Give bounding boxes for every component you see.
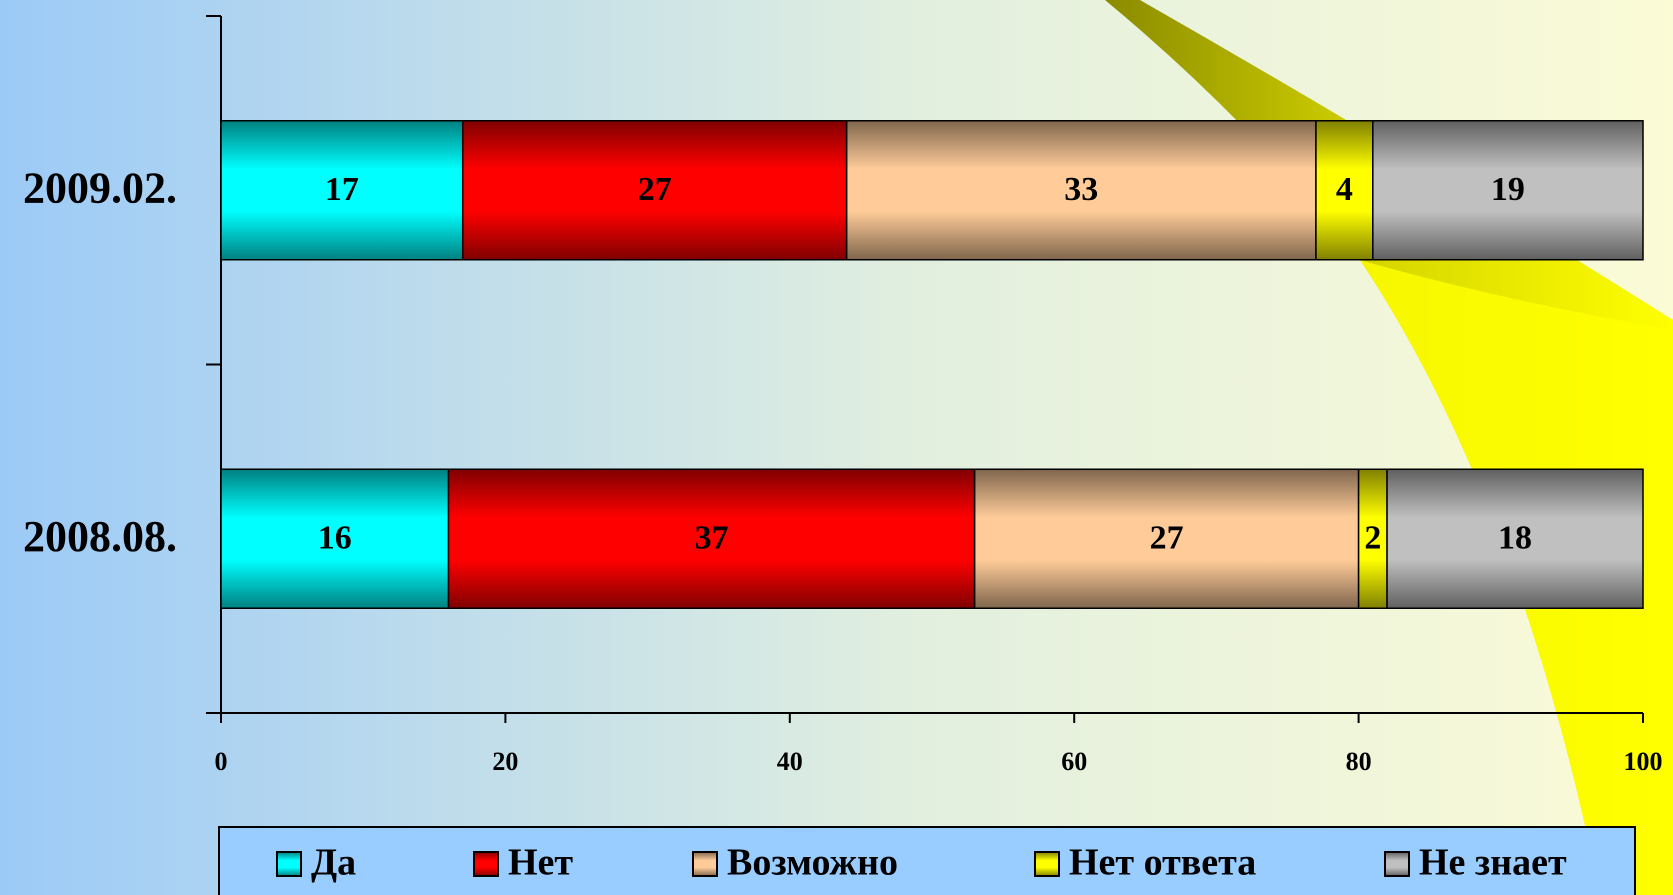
- value-label: 2: [1364, 520, 1381, 557]
- category-label: 2009.02.: [23, 163, 177, 212]
- legend-label: Возможно: [727, 842, 898, 884]
- bar-segment: [1386, 468, 1644, 609]
- x-tick-label: 40: [777, 747, 803, 776]
- legend-label: Нет: [508, 842, 573, 884]
- value-label: 37: [695, 520, 729, 557]
- x-tick-label: 20: [492, 747, 518, 776]
- legend-label: Не знает: [1419, 842, 1567, 884]
- value-label: 19: [1491, 171, 1525, 208]
- legend-swatch: [1384, 851, 1410, 877]
- value-label: 33: [1064, 171, 1098, 208]
- bar-segment: [220, 468, 450, 609]
- bar-segment: [461, 120, 848, 261]
- x-tick-label: 0: [215, 747, 228, 776]
- value-label: 18: [1498, 520, 1532, 557]
- legend-swatch: [692, 851, 718, 877]
- value-label: 27: [1150, 520, 1184, 557]
- legend-swatch: [276, 851, 302, 877]
- bar-segment: [447, 468, 976, 609]
- bar-segment: [845, 120, 1317, 261]
- bar-segment: [1357, 468, 1388, 609]
- legend-swatch: [1034, 851, 1060, 877]
- legend-label: Нет ответа: [1069, 842, 1256, 884]
- value-label: 4: [1336, 171, 1353, 208]
- legend-swatch: [473, 851, 499, 877]
- x-tick-label: 80: [1346, 747, 1372, 776]
- category-label: 2008.08.: [23, 512, 177, 561]
- bar-segment: [973, 468, 1360, 609]
- x-tick-label: 60: [1061, 747, 1087, 776]
- value-label: 27: [638, 171, 672, 208]
- x-tick-label: 100: [1624, 747, 1663, 776]
- value-label: 16: [318, 520, 352, 557]
- value-label: 17: [325, 171, 359, 208]
- bar-segment: [1372, 120, 1644, 261]
- bar-segment: [220, 120, 464, 261]
- legend-label: Да: [311, 842, 356, 884]
